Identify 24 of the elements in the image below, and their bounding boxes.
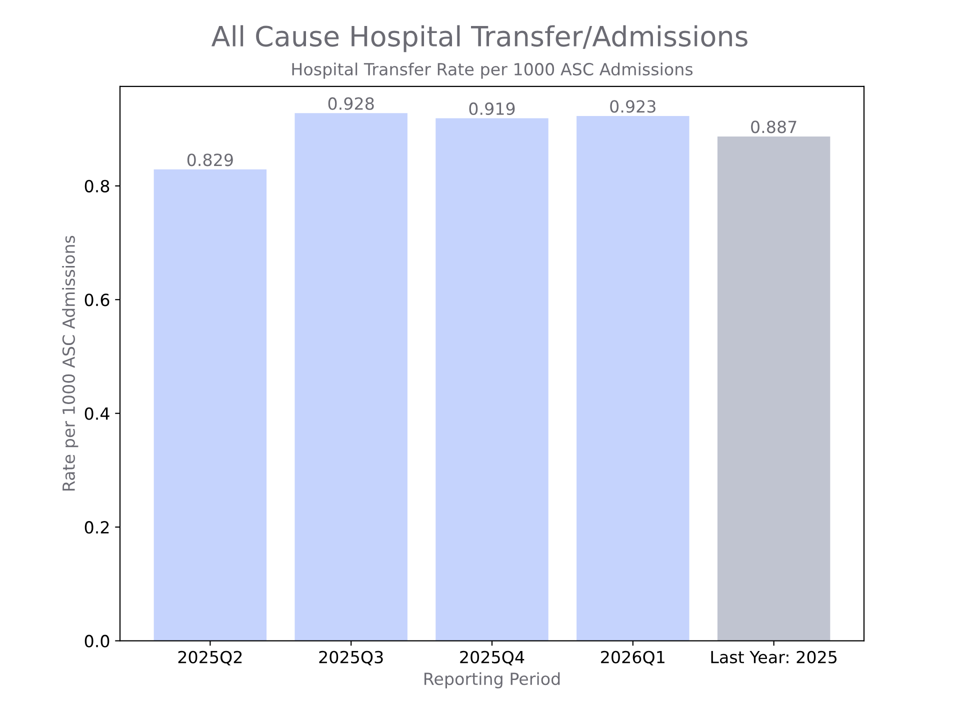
y-tick-label: 0.4	[84, 407, 110, 420]
y-tick-label: 0.0	[84, 634, 110, 648]
bar	[717, 136, 830, 641]
data-label: 0.923	[610, 100, 656, 113]
x-tick-label: 2025Q3	[319, 650, 383, 666]
x-tick-label: 2025Q2	[178, 650, 242, 666]
data-label: 0.919	[469, 102, 515, 116]
y-axis-title: Rate per 1000 ASC Admissions	[62, 236, 78, 491]
x-tick-label: Last Year: 2025	[711, 650, 837, 664]
chart-subtitle: Hospital Transfer Rate per 1000 ASC Admissions	[292, 62, 693, 79]
x-axis-title: Reporting Period	[424, 672, 560, 688]
x-tick-label: 2026Q1	[601, 650, 664, 666]
y-tick-label: 0.2	[84, 521, 109, 534]
y-tick-label: 0.8	[84, 180, 110, 192]
bar	[154, 169, 267, 641]
chart-title: All Cause Hospital Transfer/Admissions	[211, 25, 748, 52]
data-label: 0.829	[187, 154, 233, 166]
data-label: 0.928	[328, 97, 374, 110]
data-label: 0.887	[751, 120, 796, 134]
bar	[576, 116, 690, 641]
x-tick-label: 2025Q4	[460, 650, 524, 666]
bar	[294, 113, 408, 641]
y-tick-label: 0.6	[84, 294, 110, 306]
bar	[436, 118, 548, 641]
